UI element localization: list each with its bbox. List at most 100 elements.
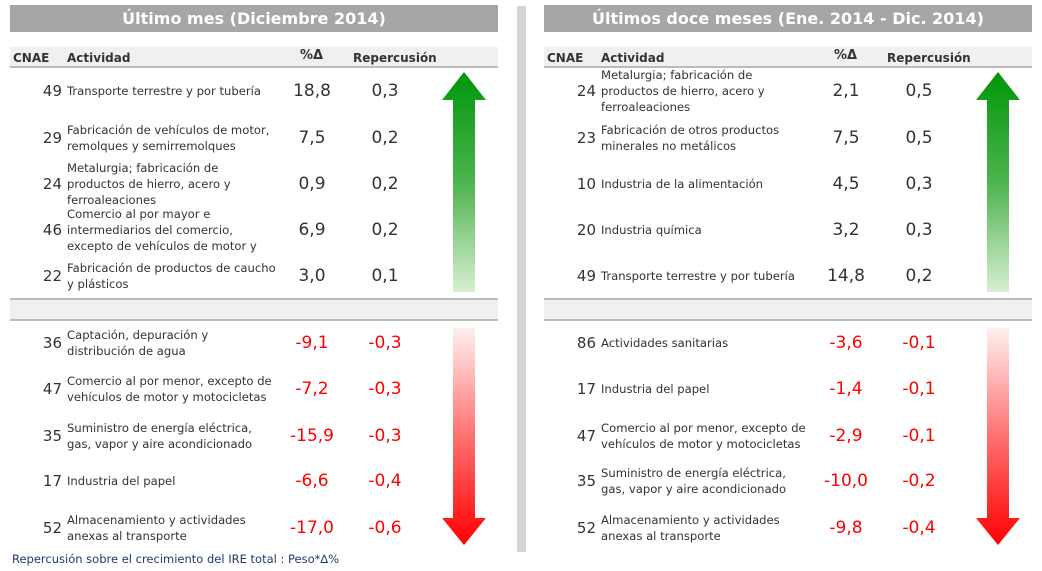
cnae-code: 52 xyxy=(42,519,62,537)
table-row: 86 Actividades sanitarias -3,6 -0,1 xyxy=(544,320,984,366)
activity-name: Metalurgia; fabricación de productos de … xyxy=(67,161,231,207)
header-actividad: Actividad xyxy=(601,51,665,65)
header-actividad: Actividad xyxy=(67,51,131,65)
table-row: 49 Transporte terrestre y por tubería 18… xyxy=(10,68,450,114)
activity-name: Almacenamiento y actividades anexas al t… xyxy=(601,513,780,543)
repercusion-value: -0,3 xyxy=(368,426,402,446)
header-cnae: CNAE xyxy=(13,51,50,65)
activity-name: Almacenamiento y actividades anexas al t… xyxy=(67,513,246,543)
repercusion-value: -0,1 xyxy=(902,426,936,446)
repercusion-value: -0,1 xyxy=(902,333,936,353)
table-header: CNAE Actividad %Δ Repercusión xyxy=(544,47,1032,68)
activity-name: Industria del papel xyxy=(601,382,710,396)
panel-title: Último mes (Diciembre 2014) xyxy=(10,5,498,32)
activity-name: Industria del papel xyxy=(67,474,176,488)
pct-change: 18,8 xyxy=(293,81,331,101)
repercusion-value: 0,2 xyxy=(371,220,399,240)
header-repercusion: Repercusión xyxy=(353,51,437,65)
footer-note: Repercusión sobre el crecimiento del IRE… xyxy=(12,552,339,566)
activity-name: Industria química xyxy=(601,223,702,237)
up-arrow-icon xyxy=(976,72,1020,292)
repercusion-value: -0,2 xyxy=(902,471,936,491)
activity-name: Industria de la alimentación xyxy=(601,177,764,191)
pct-change: -6,6 xyxy=(295,471,329,491)
pct-change: 7,5 xyxy=(832,128,860,148)
table-row: 52 Almacenamiento y actividades anexas a… xyxy=(10,505,450,551)
activity-name: Transporte terrestre y por tubería xyxy=(67,84,261,98)
activity-name: Fabricación de productos de caucho y plá… xyxy=(67,261,276,291)
table-row: 35 Suministro de energía eléctrica, gas,… xyxy=(544,458,984,504)
pct-change: -17,0 xyxy=(290,518,334,538)
repercusion-value: 0,3 xyxy=(905,174,933,194)
activity-name: Metalurgia; fabricación de productos de … xyxy=(601,68,765,114)
table-row: 46 Comercio al por mayor e intermediario… xyxy=(10,207,450,253)
cnae-code: 36 xyxy=(42,334,62,352)
repercusion-value: -0,3 xyxy=(368,379,402,399)
down-arrow-icon xyxy=(442,328,486,545)
pct-change: 6,9 xyxy=(298,220,326,240)
table-row: 52 Almacenamiento y actividades anexas a… xyxy=(544,505,984,551)
pct-change: -10,0 xyxy=(824,471,868,491)
down-arrow-icon xyxy=(976,328,1020,545)
cnae-code: 24 xyxy=(42,175,62,193)
cnae-code: 17 xyxy=(576,380,596,398)
cnae-code: 47 xyxy=(42,380,62,398)
section-separator xyxy=(10,298,498,321)
pct-change: 14,8 xyxy=(827,266,865,286)
pct-change: 3,2 xyxy=(832,220,860,240)
repercusion-value: -0,4 xyxy=(902,518,936,538)
activity-name: Transporte terrestre y por tubería xyxy=(601,269,795,283)
section-separator xyxy=(544,298,1032,321)
cnae-code: 22 xyxy=(42,267,62,285)
last-month-panel: Último mes (Diciembre 2014) CNAE Activid… xyxy=(10,0,500,560)
activity-name: Fabricación de vehículos de motor, remol… xyxy=(67,123,270,153)
cnae-code: 10 xyxy=(576,175,596,193)
table-row: 17 Industria del papel -6,6 -0,4 xyxy=(10,458,450,504)
up-arrow-icon xyxy=(442,72,486,292)
cnae-code: 29 xyxy=(42,129,62,147)
table-row: 20 Industria química 3,2 0,3 xyxy=(544,207,984,253)
pct-change: 4,5 xyxy=(832,174,860,194)
pct-change: -3,6 xyxy=(829,333,863,353)
panel-title: Últimos doce meses (Ene. 2014 - Dic. 201… xyxy=(544,5,1032,32)
header-cnae: CNAE xyxy=(547,51,584,65)
pct-change: 7,5 xyxy=(298,128,326,148)
table-row: 47 Comercio al por menor, excepto de veh… xyxy=(544,413,984,459)
activity-name: Comercio al por menor, excepto de vehícu… xyxy=(601,421,806,451)
repercusion-value: 0,5 xyxy=(905,81,933,101)
activity-name: Captación, depuración y distribución de … xyxy=(67,328,209,358)
table-row: 24 Metalurgia; fabricación de productos … xyxy=(10,161,450,207)
pct-change: 2,1 xyxy=(832,81,860,101)
cnae-code: 47 xyxy=(576,427,596,445)
repercusion-value: 0,5 xyxy=(905,128,933,148)
header-repercusion: Repercusión xyxy=(887,51,971,65)
activity-name: Suministro de energía eléctrica, gas, va… xyxy=(67,421,253,451)
cnae-code: 24 xyxy=(576,82,596,100)
activity-name: Comercio al por mayor e intermediarios d… xyxy=(67,207,257,253)
pct-change: -1,4 xyxy=(829,379,863,399)
cnae-code: 20 xyxy=(576,221,596,239)
cnae-code: 23 xyxy=(576,129,596,147)
pct-change: -7,2 xyxy=(295,379,329,399)
activity-name: Fabricación de otros productos minerales… xyxy=(601,123,780,153)
cnae-code: 35 xyxy=(42,427,62,445)
table-header: CNAE Actividad %Δ Repercusión xyxy=(10,47,498,68)
header-pct-change: %Δ xyxy=(834,48,858,63)
pct-change: 3,0 xyxy=(298,266,326,286)
table-row: 23 Fabricación de otros productos minera… xyxy=(544,115,984,161)
cnae-code: 17 xyxy=(42,472,62,490)
repercusion-value: 0,2 xyxy=(905,266,933,286)
pct-change: 0,9 xyxy=(298,174,326,194)
pct-change: -15,9 xyxy=(290,426,334,446)
table-row: 22 Fabricación de productos de caucho y … xyxy=(10,253,450,299)
repercusion-value: -0,6 xyxy=(368,518,402,538)
repercusion-value: 0,3 xyxy=(905,220,933,240)
panel-divider xyxy=(517,6,526,552)
header-pct-change: %Δ xyxy=(300,48,324,63)
activity-name: Suministro de energía eléctrica, gas, va… xyxy=(601,466,787,496)
table-row: 29 Fabricación de vehículos de motor, re… xyxy=(10,115,450,161)
pct-change: -9,1 xyxy=(295,333,329,353)
repercusion-value: 0,2 xyxy=(371,128,399,148)
activity-name: Comercio al por menor, excepto de vehícu… xyxy=(67,374,272,404)
repercusion-value: -0,4 xyxy=(368,471,402,491)
